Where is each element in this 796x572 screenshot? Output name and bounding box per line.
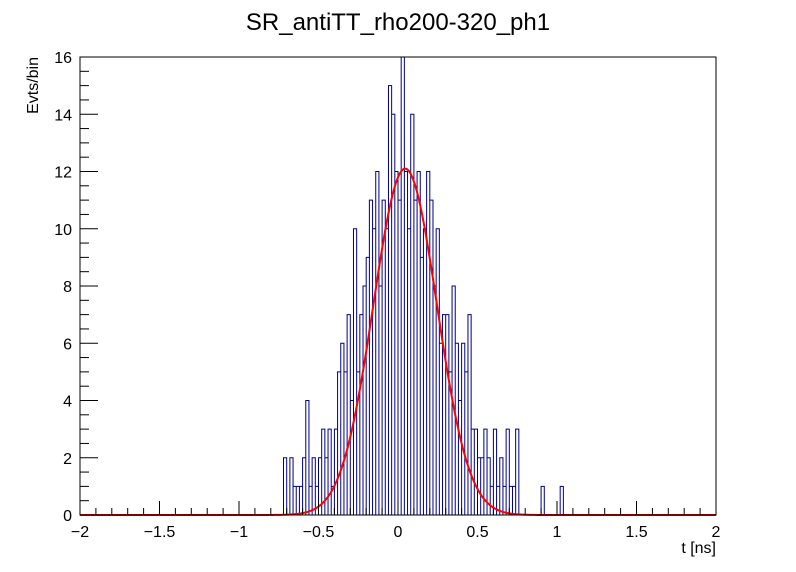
chart-title: SR_antiTT_rho200-320_ph1	[246, 9, 550, 36]
x-tick-label: −1	[230, 524, 248, 541]
x-tick-label: −0.5	[303, 524, 335, 541]
y-tick-label: 0	[63, 508, 72, 525]
y-tick-label: 14	[54, 107, 72, 124]
x-tick-label: 0	[394, 524, 403, 541]
y-tick-label: 2	[63, 451, 72, 468]
x-tick-label: −1.5	[144, 524, 176, 541]
y-tick-label: 12	[54, 165, 72, 182]
x-axis: −2 −1.5 −1 −0.5 0 0.5 1 1.5 2	[71, 501, 721, 541]
histogram-layer	[80, 56, 716, 516]
x-tick-label: 1	[553, 524, 562, 541]
y-axis-label: Evts/bin	[25, 57, 42, 114]
y-axis: 0 2 4 6 8 10 12 14 16	[54, 50, 98, 525]
x-tick-label: 0.5	[466, 524, 488, 541]
y-tick-label: 6	[63, 336, 72, 353]
y-tick-label: 8	[63, 279, 72, 296]
x-tick-label: 1.5	[625, 524, 647, 541]
y-tick-label: 4	[63, 394, 72, 411]
y-tick-label: 10	[54, 222, 72, 239]
x-tick-label: −2	[71, 524, 89, 541]
y-tick-label: 16	[54, 50, 72, 67]
histogram-series	[80, 56, 716, 516]
x-tick-label: 2	[712, 524, 721, 541]
x-axis-label: t [ns]	[681, 540, 716, 557]
